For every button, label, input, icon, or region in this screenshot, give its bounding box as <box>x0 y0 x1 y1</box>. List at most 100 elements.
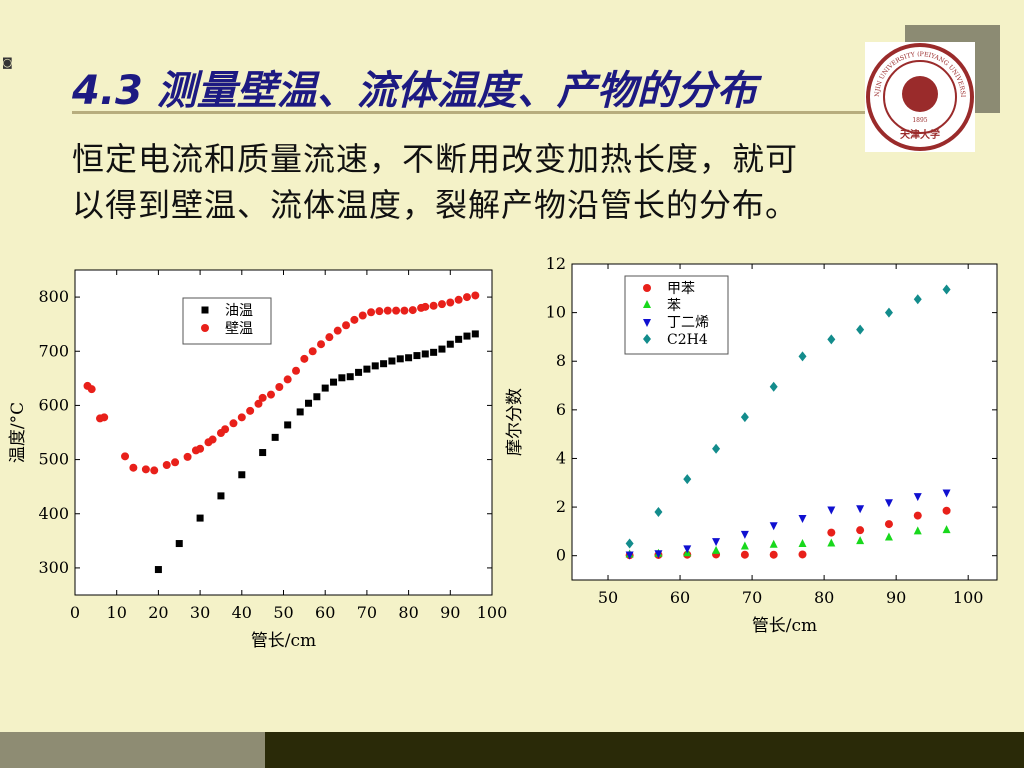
x-tick-label: 100 <box>953 588 984 607</box>
y-axis-label: 温度/°C <box>8 402 28 463</box>
data-point <box>254 399 263 408</box>
y-tick-label: 800 <box>38 287 69 306</box>
legend-label: 丁二烯 <box>667 315 709 331</box>
data-point <box>913 526 922 535</box>
data-point <box>317 340 326 349</box>
data-point <box>455 335 463 343</box>
corner-sound-icon: ◙ <box>2 56 13 69</box>
legend-label: 苯 <box>667 297 681 314</box>
body-line-1: 恒定电流和质量流速，不断用改变加热长度，就可 <box>72 140 799 178</box>
footer-bar-right <box>265 732 1024 768</box>
data-point <box>358 311 367 320</box>
data-point <box>196 514 204 522</box>
x-tick-label: 80 <box>398 603 418 622</box>
data-point <box>338 374 346 382</box>
legend-label: 油温 <box>225 303 253 319</box>
x-tick-label: 60 <box>670 588 690 607</box>
data-point <box>942 506 951 515</box>
y-tick-label: 500 <box>38 450 69 469</box>
data-point <box>346 373 354 381</box>
data-point <box>827 506 836 515</box>
data-point <box>217 492 225 500</box>
data-point <box>429 301 438 310</box>
data-point <box>740 550 749 559</box>
data-point <box>171 458 180 467</box>
data-point <box>437 300 446 309</box>
data-point <box>141 465 150 474</box>
y-tick-label: 600 <box>38 395 69 414</box>
y-tick-label: 12 <box>546 254 566 273</box>
data-point <box>375 307 384 316</box>
x-tick-label: 10 <box>107 603 127 622</box>
data-point <box>856 536 865 545</box>
x-tick-label: 90 <box>440 603 460 622</box>
data-point <box>380 360 388 368</box>
data-point <box>400 306 409 315</box>
data-point <box>942 525 951 534</box>
data-point <box>87 385 96 394</box>
data-point <box>367 308 376 317</box>
data-point <box>740 412 749 423</box>
data-point <box>827 538 836 547</box>
data-point <box>683 474 692 485</box>
data-point <box>246 406 255 415</box>
data-point <box>654 506 663 517</box>
data-point <box>798 550 807 559</box>
data-point <box>229 419 238 428</box>
data-point <box>333 326 342 335</box>
data-point <box>643 319 651 327</box>
data-point <box>271 433 279 441</box>
data-point <box>408 306 417 315</box>
data-point <box>446 340 454 348</box>
data-point <box>942 489 951 498</box>
data-point <box>913 493 922 502</box>
data-point <box>884 499 893 508</box>
data-point <box>405 354 413 362</box>
y-axis-label: 摩尔分数 <box>505 388 525 456</box>
legend-label: 甲苯 <box>667 280 695 297</box>
data-point <box>396 355 404 363</box>
data-point <box>350 315 359 324</box>
data-point <box>798 351 807 362</box>
data-point <box>129 463 138 472</box>
data-point <box>392 306 401 315</box>
data-point <box>355 368 363 376</box>
body-line-2: 以得到壁温、流体温度，裂解产物沿管长的分布。 <box>72 186 799 224</box>
y-tick-label: 8 <box>556 351 566 370</box>
data-point <box>421 302 430 311</box>
data-point <box>321 384 329 392</box>
data-point <box>308 347 317 356</box>
x-tick-label: 70 <box>742 588 762 607</box>
data-point <box>100 413 109 422</box>
data-point <box>363 365 371 373</box>
university-logo: TIANJIN UNIVERSITY (PEIYANG UNIVERSITY) … <box>862 37 975 152</box>
data-point <box>884 532 893 541</box>
y-tick-label: 6 <box>556 400 566 419</box>
x-axis-label: 管长/cm <box>251 631 316 651</box>
x-axis-label: 管长/cm <box>752 616 817 636</box>
data-point <box>221 425 230 434</box>
x-tick-label: 50 <box>273 603 293 622</box>
y-tick-label: 300 <box>38 558 69 577</box>
data-point <box>446 298 455 307</box>
data-point <box>183 452 192 461</box>
data-point <box>284 421 292 429</box>
data-point <box>413 352 421 360</box>
data-point <box>237 413 246 422</box>
data-point <box>238 471 246 479</box>
data-point <box>421 350 429 358</box>
data-point <box>462 293 471 302</box>
data-point <box>259 449 267 457</box>
x-tick-label: 100 <box>477 603 508 622</box>
data-point <box>296 408 304 416</box>
data-point <box>388 357 396 365</box>
data-point <box>154 566 162 574</box>
data-point <box>643 334 651 344</box>
data-point <box>856 526 865 535</box>
data-point <box>712 538 721 547</box>
data-point <box>471 330 479 338</box>
data-point <box>913 511 922 520</box>
data-point <box>643 284 651 292</box>
data-point <box>201 324 209 332</box>
x-tick-label: 70 <box>357 603 377 622</box>
